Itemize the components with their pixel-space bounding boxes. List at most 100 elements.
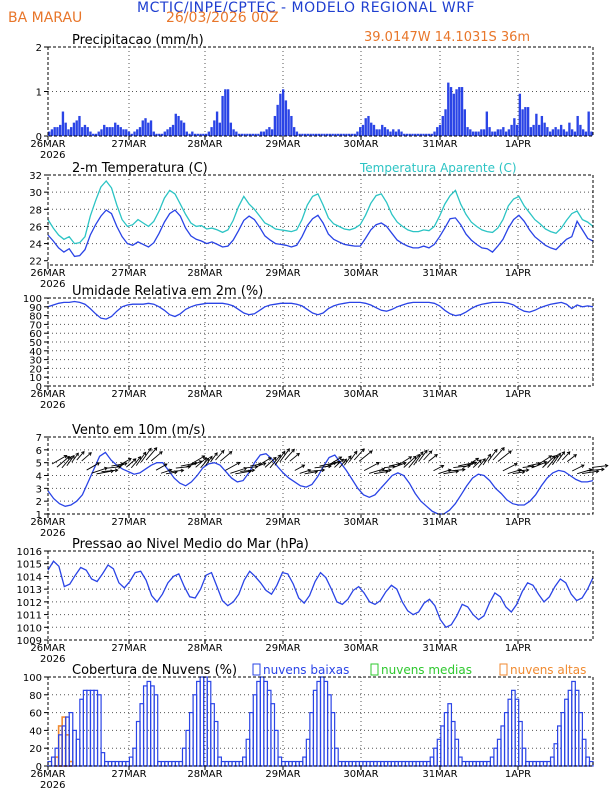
wind-arrow bbox=[448, 469, 465, 472]
precip-bar bbox=[193, 133, 197, 136]
precip-bar bbox=[510, 124, 513, 136]
wind-arrow-head bbox=[153, 447, 158, 451]
precip-bar bbox=[389, 131, 392, 136]
precip-bar bbox=[160, 133, 164, 136]
precip-bar bbox=[408, 133, 411, 136]
wind-arrow-head bbox=[604, 463, 609, 468]
precip-bar bbox=[411, 133, 414, 136]
y-tick-label: 30 bbox=[29, 356, 42, 367]
wind-arrow bbox=[334, 458, 344, 468]
precip-bar bbox=[163, 131, 166, 136]
wind-arrow bbox=[230, 467, 247, 474]
wind-arrow bbox=[482, 454, 491, 466]
wind-arrow-head bbox=[301, 464, 306, 469]
wind-arrow-head bbox=[127, 457, 132, 462]
precip-bar bbox=[460, 87, 464, 136]
precip-bar bbox=[317, 133, 321, 136]
precip-bar bbox=[590, 131, 593, 136]
y-tick-label: 1016 bbox=[17, 547, 42, 558]
x-tick-label: 31MAR bbox=[422, 517, 457, 528]
wind-arrow-head bbox=[347, 455, 352, 460]
precip-bar bbox=[259, 131, 263, 136]
wind-arrow bbox=[86, 462, 100, 471]
precip-bar bbox=[196, 133, 199, 136]
precip-bar bbox=[488, 127, 491, 136]
cloud-legend-label: nuvens baixas bbox=[263, 663, 349, 677]
x-tick-label: 1APR bbox=[505, 389, 531, 400]
precip-bar bbox=[430, 133, 433, 136]
wind-arrow bbox=[443, 470, 459, 475]
y-tick-label: 20 bbox=[29, 364, 42, 375]
x-tick-label: 31MAR bbox=[422, 139, 457, 150]
wind-arrow-head bbox=[68, 456, 72, 460]
y-tick-label: 0 bbox=[36, 762, 42, 773]
y-tick-label: 50 bbox=[29, 338, 42, 349]
y-tick-label: 2 bbox=[36, 497, 42, 508]
precip-bar bbox=[361, 124, 365, 136]
precip-bar bbox=[394, 131, 398, 136]
wind-arrow-head bbox=[376, 462, 380, 466]
precip-bar bbox=[436, 127, 439, 136]
x-tick-label: 31MAR bbox=[422, 389, 457, 400]
precip-bar bbox=[438, 124, 442, 136]
precip-bar bbox=[427, 133, 431, 136]
temp-title: 2-m Temperatura (C) bbox=[72, 161, 208, 176]
wind-arrow bbox=[428, 454, 438, 462]
wind-arrow bbox=[547, 454, 558, 468]
precip-bar bbox=[375, 129, 378, 136]
wind-arrow-head bbox=[424, 449, 428, 454]
precip-bar bbox=[284, 100, 288, 136]
wind-arrow bbox=[561, 451, 571, 461]
y-tick-label: 1010 bbox=[17, 623, 42, 634]
wind-arrow bbox=[71, 452, 79, 463]
wind-arrow-head bbox=[228, 451, 233, 455]
wind-arrow bbox=[91, 467, 108, 474]
temp-line-1 bbox=[47, 179, 594, 245]
wind-arrow bbox=[126, 458, 137, 468]
precip-bar bbox=[543, 122, 546, 136]
precip-bar bbox=[562, 129, 566, 136]
precip-panel: 0 1 2 26MAR 27MAR 28MAR 29MAR 30MAR 31MAR 1APR 202… bbox=[30, 33, 594, 161]
wind-arrow-head bbox=[75, 452, 79, 457]
precip-bar bbox=[529, 127, 533, 136]
run-date: 26/03/2026 00Z bbox=[166, 10, 279, 26]
wind-arrow-head bbox=[291, 448, 295, 453]
wind-arrow bbox=[383, 466, 396, 469]
x-tick-label: 26MAR bbox=[30, 643, 65, 654]
precip-bar bbox=[584, 131, 588, 136]
wind-arrow-head bbox=[63, 454, 68, 459]
wind-arrow bbox=[393, 462, 407, 468]
wind-arrow-head bbox=[557, 452, 561, 457]
precip-bar bbox=[78, 115, 81, 136]
precip-bar bbox=[301, 133, 304, 136]
precip-bar bbox=[298, 133, 301, 136]
precip-bar bbox=[108, 127, 111, 136]
wind-arrow-head bbox=[148, 447, 152, 452]
precip-bar bbox=[507, 129, 511, 136]
precip-bar bbox=[221, 95, 224, 136]
precip-bar bbox=[50, 129, 54, 136]
precip-bar bbox=[425, 133, 428, 136]
wind-title: Vento em 10m (m/s) bbox=[72, 423, 205, 438]
wind-arrow bbox=[566, 454, 577, 462]
clouds-title: Cobertura de Nuvens (%) bbox=[72, 663, 237, 678]
wind-arrow-head bbox=[209, 455, 213, 460]
precip-bar bbox=[232, 129, 235, 136]
precip-bar bbox=[314, 133, 318, 136]
precip-bar bbox=[370, 122, 373, 136]
precip-bar bbox=[155, 133, 158, 136]
y-tick-label: 0 bbox=[36, 382, 42, 393]
y-tick-label: 2 bbox=[36, 43, 42, 54]
precip-bar bbox=[471, 131, 475, 136]
precip-bar bbox=[138, 127, 142, 136]
x-tick-label: 30MAR bbox=[343, 139, 378, 150]
wind-arrow bbox=[101, 469, 118, 473]
wind-arrow bbox=[373, 470, 389, 475]
slp-title: Pressao ao Nivel Medio do Mar (hPa) bbox=[72, 537, 309, 552]
precip-bar bbox=[309, 133, 312, 136]
precip-bar bbox=[331, 133, 334, 136]
precip-bar bbox=[235, 131, 238, 136]
precip-bar bbox=[174, 113, 177, 136]
wind-arrow-head bbox=[321, 468, 326, 473]
precip-bar bbox=[72, 122, 76, 136]
